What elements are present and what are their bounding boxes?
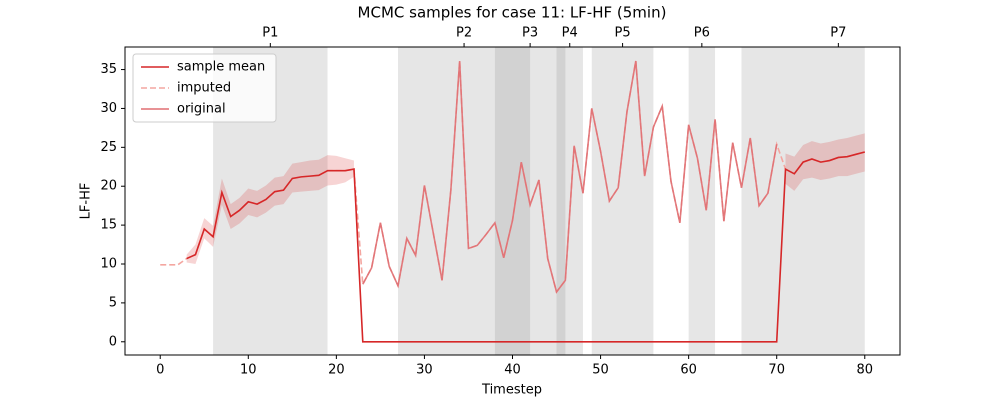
phase-label: P2 [456, 26, 472, 41]
confidence-band [186, 155, 354, 264]
y-tick-label: 25 [100, 140, 117, 155]
x-tick-label: 70 [768, 363, 785, 378]
x-tick-label: 30 [416, 363, 433, 378]
x-tick-label: 50 [592, 363, 609, 378]
chart-title: MCMC samples for case 11: LF-HF (5min) [358, 4, 667, 22]
y-tick-label: 30 [100, 101, 117, 116]
x-tick-label: 20 [328, 363, 345, 378]
x-tick-label: 0 [156, 363, 164, 378]
x-tick-label: 60 [680, 363, 697, 378]
y-tick-label: 0 [109, 334, 117, 349]
legend-label: original [177, 102, 226, 117]
legend-label: imputed [177, 81, 231, 96]
y-tick-label: 5 [109, 295, 117, 310]
phase-region [741, 47, 812, 355]
y-tick-label: 15 [100, 218, 117, 233]
phase-region [811, 47, 865, 355]
phase-label: P6 [694, 26, 710, 41]
phase-region [591, 47, 654, 355]
phase-label: P1 [262, 26, 278, 41]
phase-region [398, 47, 531, 355]
legend-box [132, 53, 277, 123]
phase-label: P5 [615, 26, 631, 41]
y-tick-label: 35 [100, 62, 117, 77]
y-axis-label: LF-HF [79, 183, 94, 220]
series-line [186, 151, 865, 343]
series-line [362, 60, 778, 294]
y-tick-label: 10 [100, 257, 117, 272]
phase-label: P4 [562, 26, 578, 41]
legend: sample mean imputed original [132, 53, 277, 123]
x-tick-label: 10 [240, 363, 257, 378]
phase-region [688, 47, 716, 355]
x-tick-label: 40 [504, 363, 521, 378]
y-tick-label: 20 [100, 179, 117, 194]
phase-label: P7 [830, 26, 846, 41]
phase-label: P3 [522, 26, 538, 41]
x-axis-label: Timestep [481, 383, 542, 398]
x-tick-label: 80 [856, 363, 873, 378]
legend-label: sample mean [177, 60, 265, 75]
